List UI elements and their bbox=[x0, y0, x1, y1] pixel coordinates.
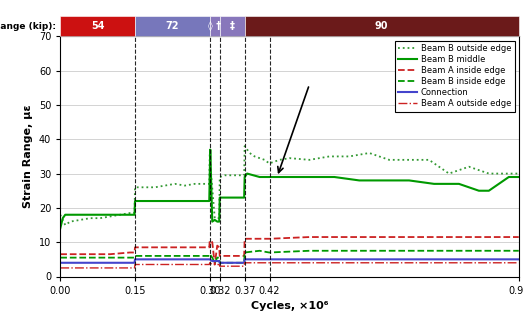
Legend: Beam B outside edge, Beam B middle, Beam A inside edge, Beam B inside edge, Conn: Beam B outside edge, Beam B middle, Beam… bbox=[395, 40, 515, 112]
Bar bbox=[60, 16, 135, 36]
Text: 54: 54 bbox=[91, 21, 104, 31]
Text: ◊ †: ◊ † bbox=[208, 21, 221, 31]
Text: 90: 90 bbox=[375, 21, 388, 31]
X-axis label: Cycles, ×10⁶: Cycles, ×10⁶ bbox=[251, 301, 328, 311]
Text: 72: 72 bbox=[166, 21, 179, 31]
Y-axis label: Strain Range, με: Strain Range, με bbox=[23, 105, 34, 208]
Bar bbox=[220, 16, 245, 36]
Text: Loading Range (kip):: Loading Range (kip): bbox=[0, 21, 56, 31]
Bar bbox=[210, 16, 220, 36]
Bar bbox=[245, 16, 519, 36]
Bar bbox=[135, 16, 210, 36]
Text: ‡: ‡ bbox=[230, 21, 235, 31]
